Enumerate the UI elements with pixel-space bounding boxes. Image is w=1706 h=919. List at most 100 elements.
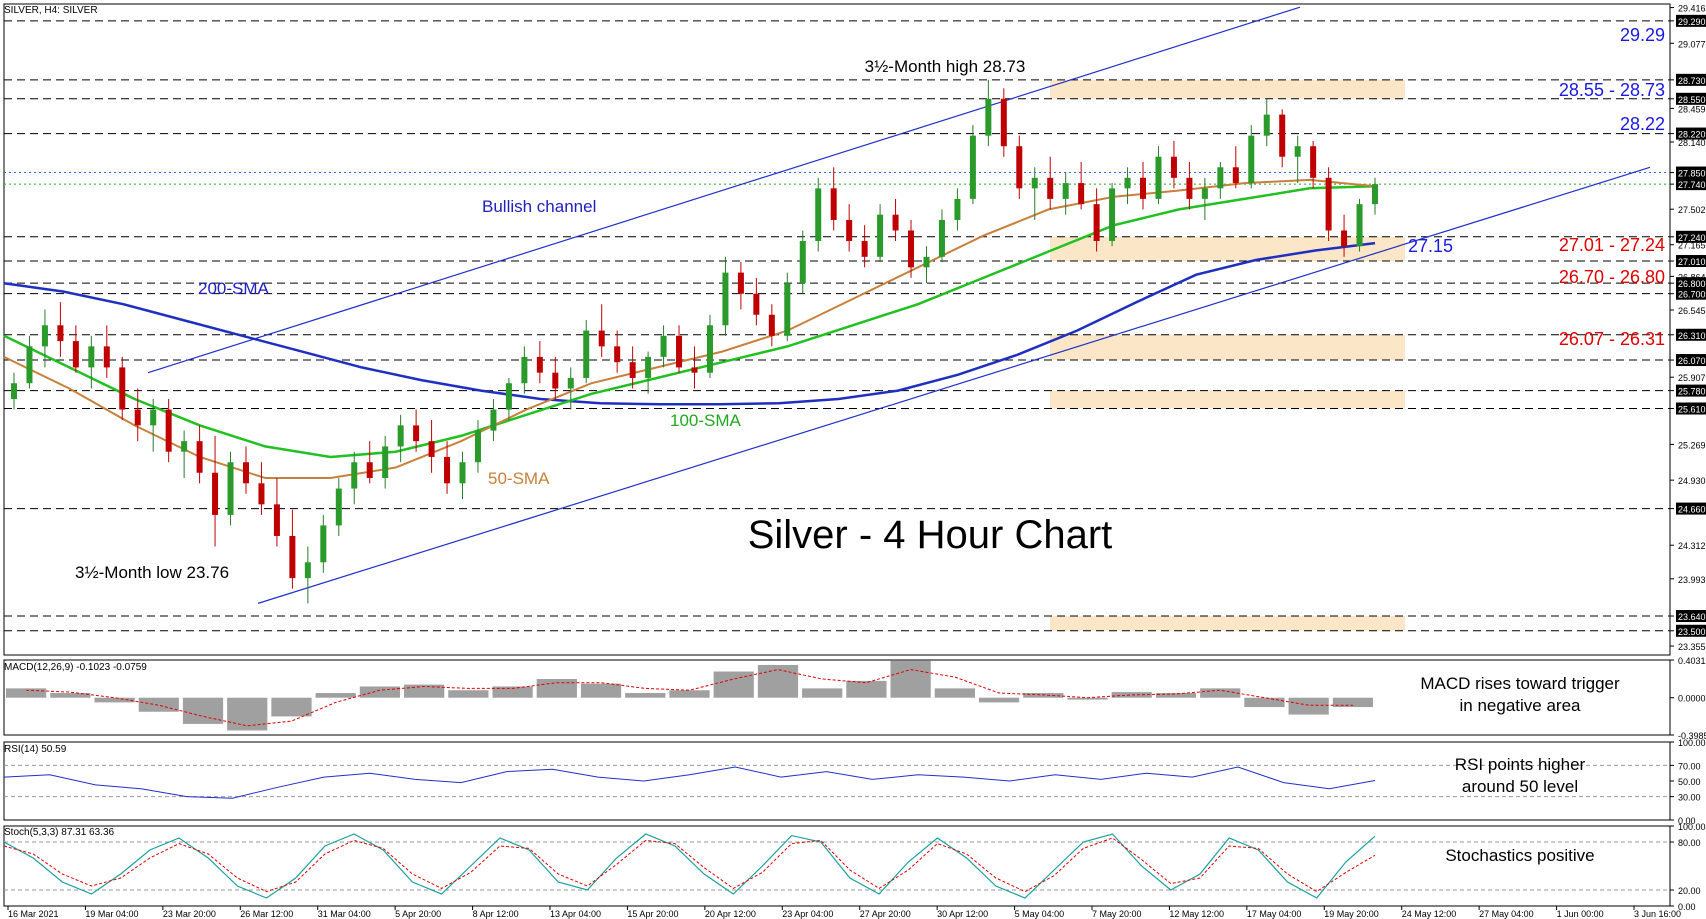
resistance-label-1: 29.29 xyxy=(1620,25,1665,45)
channel-lower-line xyxy=(257,166,1651,604)
macd-bar-3 xyxy=(138,697,179,712)
candle-body-9 xyxy=(150,409,157,426)
stoch-frame xyxy=(3,825,1671,907)
price-tick-bg-15 xyxy=(1676,277,1706,290)
zone-3 xyxy=(1050,390,1405,409)
candle-body-55 xyxy=(861,241,868,257)
candle-body-1 xyxy=(26,346,33,384)
panel-label: SILVER, H4: SILVER xyxy=(4,5,98,16)
candle-body-84 xyxy=(1310,146,1317,178)
x-tick-label-21: 3 Jun 16:00 xyxy=(1634,909,1681,919)
x-tick-label-4: 31 Mar 04:00 xyxy=(318,909,371,919)
candle-body-14 xyxy=(227,462,234,515)
candle-body-20 xyxy=(320,525,327,563)
candle-body-72 xyxy=(1124,177,1131,189)
rsi-line xyxy=(3,766,1376,799)
macd-bar-26 xyxy=(1155,693,1197,698)
candle-body-8 xyxy=(134,409,141,426)
candle-body-70 xyxy=(1093,204,1100,242)
sma200-line xyxy=(3,241,1376,406)
x-tick-label-13: 5 May 04:00 xyxy=(1015,909,1065,919)
macd-bar-8 xyxy=(359,686,401,698)
rsi-tick-label-2: 50.00 xyxy=(1678,777,1701,787)
channel-support-label: 27.15 xyxy=(1408,236,1453,256)
candle-body-7 xyxy=(119,367,126,410)
price-tick-bg-25 xyxy=(1676,502,1706,515)
price-tick-bg-16 xyxy=(1676,287,1706,300)
candle-body-67 xyxy=(1047,177,1054,199)
x-tick-label-1: 19 Mar 04:00 xyxy=(85,909,138,919)
x-tick-label-16: 17 May 04:00 xyxy=(1247,909,1302,919)
candle-body-32 xyxy=(505,383,512,410)
macd-label: MACD(12,26,9) -0.1023 -0.0759 xyxy=(4,662,147,673)
price-tick-label-23: 25.269 xyxy=(1678,440,1706,450)
price-tick-bg-9 xyxy=(1676,178,1706,191)
x-tick-label-9: 20 Apr 12:00 xyxy=(705,909,756,919)
x-tick-label-0: 16 Mar 2021 xyxy=(8,909,59,919)
zone-0 xyxy=(1050,79,1405,99)
price-tick-label-30: 23.355 xyxy=(1678,642,1706,652)
price-tick-label-7: 28.140 xyxy=(1678,138,1706,148)
chart-title: Silver - 4 Hour Chart xyxy=(748,513,1113,557)
zone-1 xyxy=(1050,236,1405,262)
price-tick-label-11: 27.240 xyxy=(1678,233,1706,243)
x-tick-label-11: 27 Apr 20:00 xyxy=(860,909,911,919)
candle-body-26 xyxy=(413,425,420,442)
price-tick-label-26: 24.312 xyxy=(1678,541,1706,551)
price-tick-label-12: 27.165 xyxy=(1678,241,1706,251)
candle-body-81 xyxy=(1263,114,1270,136)
candle-body-21 xyxy=(335,488,342,526)
price-tick-label-5: 28.459 xyxy=(1678,104,1706,114)
macd-bar-24 xyxy=(1067,697,1108,700)
candle-body-5 xyxy=(88,346,95,368)
candle-body-33 xyxy=(521,356,528,384)
support-label-1: 27.01 - 27.24 xyxy=(1559,235,1665,255)
x-tick-label-15: 12 May 12:00 xyxy=(1169,909,1224,919)
x-tick-label-6: 8 Apr 12:00 xyxy=(473,909,519,919)
candle-body-46 xyxy=(722,272,729,326)
annotation-sma100: 100-SMA xyxy=(670,411,742,430)
stoch-tick-label-3: 0.00 xyxy=(1678,902,1696,912)
candle-body-35 xyxy=(552,372,559,389)
macd-bar-0 xyxy=(6,688,47,698)
macd-bar-16 xyxy=(713,671,754,698)
candle-body-60 xyxy=(938,219,945,257)
x-tick-label-5: 5 Apr 20:00 xyxy=(395,909,441,919)
candle-body-41 xyxy=(645,356,652,378)
candle-body-39 xyxy=(614,346,621,363)
candle-body-24 xyxy=(382,446,389,479)
price-tick-label-24: 24.930 xyxy=(1678,476,1706,486)
candle-body-6 xyxy=(103,346,110,368)
macd-bar-13 xyxy=(580,683,622,698)
price-tick-bg-6 xyxy=(1676,127,1706,140)
candle-body-76 xyxy=(1186,177,1193,199)
price-tick-label-2: 29.077 xyxy=(1678,39,1706,49)
candle-body-15 xyxy=(242,462,249,484)
macd-bar-4 xyxy=(182,697,224,724)
candle-body-73 xyxy=(1140,177,1147,199)
candle-body-61 xyxy=(954,198,961,220)
candle-body-48 xyxy=(753,293,760,315)
rsi-frame xyxy=(3,741,1671,821)
candle-body-52 xyxy=(815,188,822,242)
candle-body-43 xyxy=(676,335,683,368)
stoch-panel: 100.00 80.00 20.00 0.00 xyxy=(3,822,1706,912)
candle-body-82 xyxy=(1279,114,1286,157)
candle-body-53 xyxy=(830,188,837,220)
candle-body-88 xyxy=(1372,184,1378,205)
candle-body-2 xyxy=(41,325,48,347)
candle-body-22 xyxy=(351,462,358,489)
candle-body-59 xyxy=(923,256,930,268)
rsi-tick-label-3: 30.00 xyxy=(1678,793,1701,803)
candle-body-30 xyxy=(474,430,481,463)
macd-tick-label-2: -0.3985 xyxy=(1678,731,1706,741)
candle-body-58 xyxy=(908,230,915,268)
candle-body-38 xyxy=(598,330,605,347)
macd-tick-label-0: 0.4031 xyxy=(1678,656,1706,666)
annotation-sma50: 50-SMA xyxy=(488,469,550,488)
rsi-label: RSI(14) 50.59 xyxy=(4,744,67,755)
candle-body-51 xyxy=(799,241,806,284)
candle-body-47 xyxy=(737,272,744,294)
